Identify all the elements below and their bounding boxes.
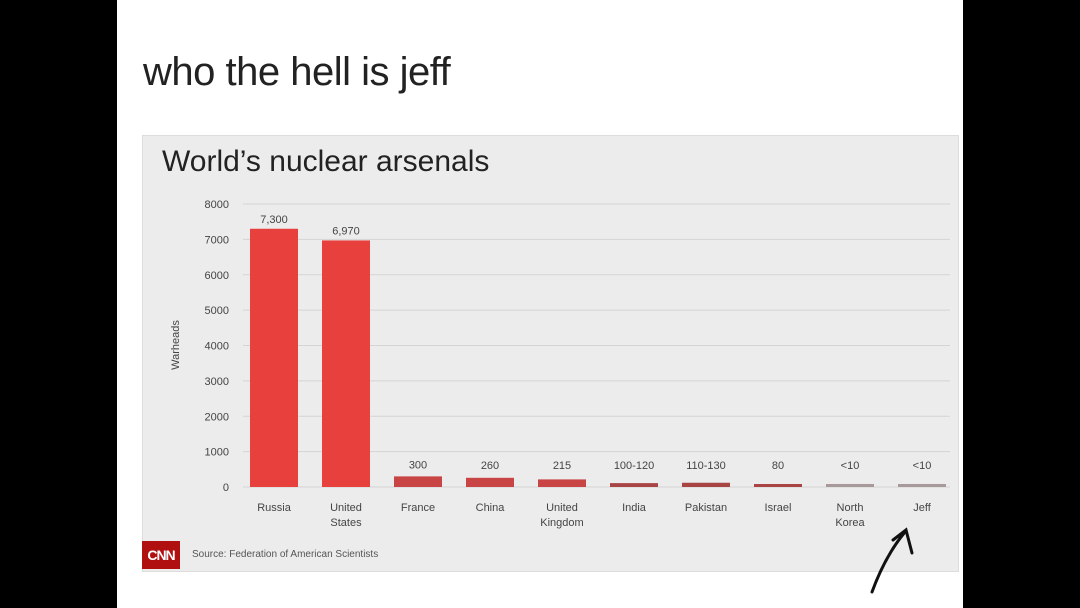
source-note: Source: Federation of American Scientist… <box>192 549 379 560</box>
bar-russia <box>250 228 298 487</box>
meme-caption: who the hell is jeff <box>143 50 451 94</box>
data-label: <10 <box>841 460 860 472</box>
x-tick-label: China <box>476 502 506 514</box>
y-axis-label: Warheads <box>170 320 182 370</box>
y-tick-label: 0 <box>223 482 229 494</box>
bar-france <box>394 476 442 487</box>
x-tick-label: Kingdom <box>540 517 583 529</box>
bar-pakistan <box>682 482 730 487</box>
x-tick-label: Pakistan <box>685 502 727 514</box>
x-tick-label: North <box>837 502 864 514</box>
data-label: 6,970 <box>332 225 360 237</box>
bar-israel <box>754 484 802 487</box>
hand-drawn-arrow-icon <box>870 527 914 594</box>
y-tick-label: 2000 <box>205 411 229 423</box>
y-tick-label: 4000 <box>205 341 229 353</box>
y-tick-label: 7000 <box>205 234 229 246</box>
x-tick-label: Israel <box>765 502 792 514</box>
y-tick-label: 6000 <box>205 270 229 282</box>
x-tick-label: Russia <box>257 502 292 514</box>
x-tick-label: United <box>330 502 362 514</box>
data-label: 7,300 <box>260 214 288 226</box>
bar-north-korea <box>826 484 874 487</box>
bar-india <box>610 483 658 487</box>
data-label: 260 <box>481 460 499 472</box>
x-tick-label: France <box>401 502 435 514</box>
data-label: 80 <box>772 460 784 472</box>
data-label: 215 <box>553 460 571 472</box>
y-tick-label: 3000 <box>205 376 229 388</box>
y-tick-label: 5000 <box>205 305 229 317</box>
bar-united-kingdom <box>538 479 586 487</box>
x-tick-label: Korea <box>835 517 865 529</box>
x-tick-label: Jeff <box>913 502 931 514</box>
bar-jeff <box>898 484 946 487</box>
x-tick-label: United <box>546 502 578 514</box>
data-label: 300 <box>409 459 427 471</box>
data-label: <10 <box>913 460 932 472</box>
data-label: 100-120 <box>614 460 654 472</box>
bar-united-states <box>322 240 370 487</box>
cnn-logo: CNN <box>142 541 180 569</box>
y-tick-label: 1000 <box>205 447 229 459</box>
chart-title: World’s nuclear arsenals <box>162 145 490 178</box>
x-tick-label: India <box>622 502 647 514</box>
data-label: 110-130 <box>686 460 726 472</box>
bar-china <box>466 477 514 487</box>
x-tick-label: States <box>330 517 362 529</box>
y-tick-label: 8000 <box>205 199 229 211</box>
